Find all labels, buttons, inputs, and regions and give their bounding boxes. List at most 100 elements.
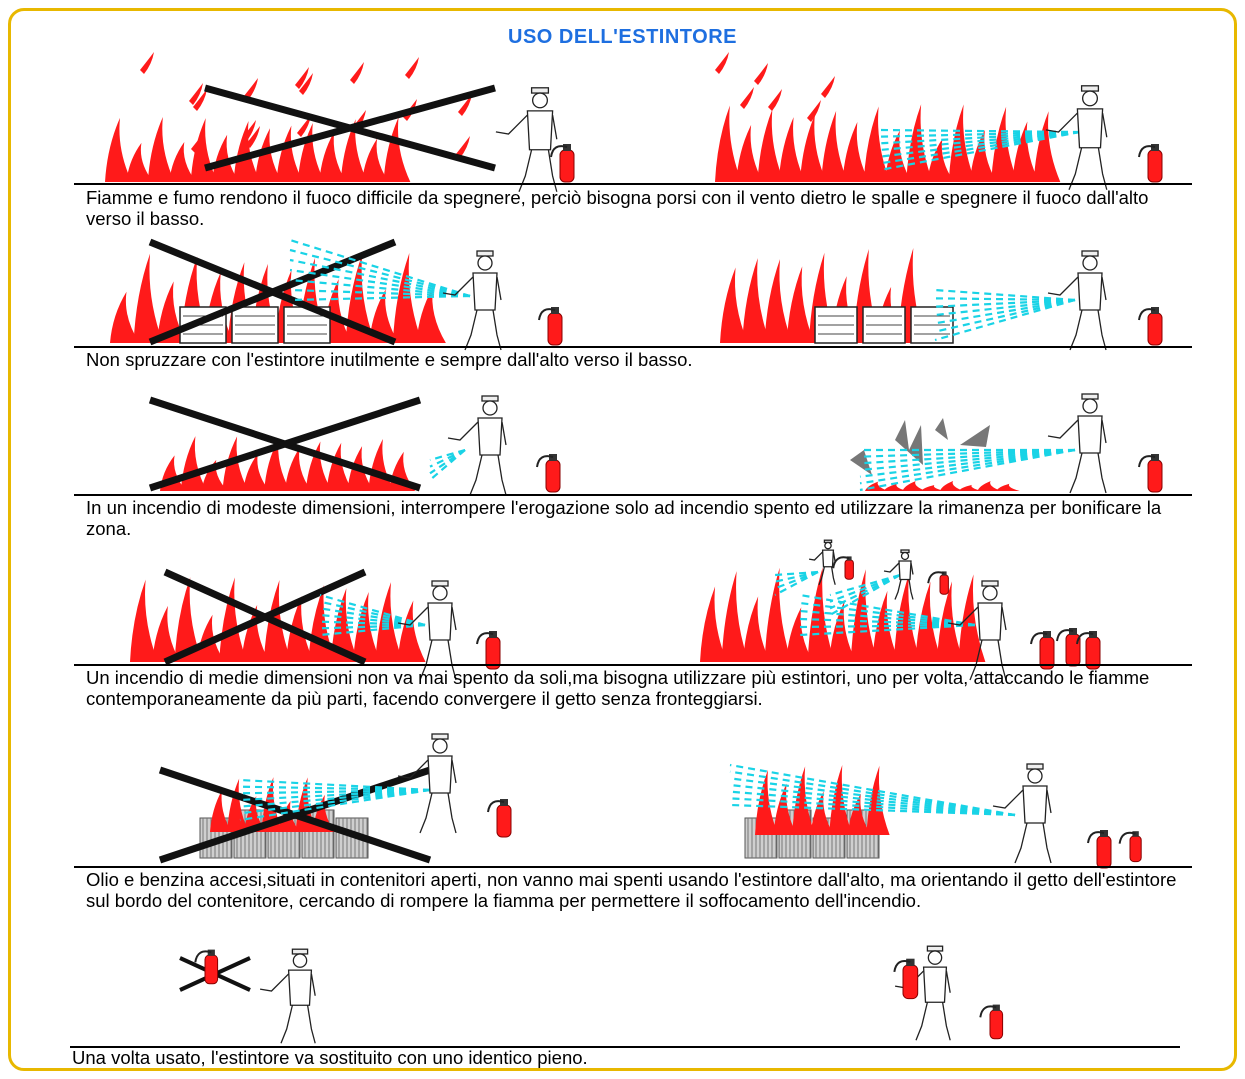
flame: [893, 574, 921, 662]
spray-line: [799, 601, 976, 627]
extinguisher-hose: [927, 571, 945, 584]
head: [1027, 768, 1043, 784]
firefighter-figure: [808, 539, 836, 585]
arm: [310, 973, 316, 996]
arm: [397, 759, 429, 779]
head: [432, 738, 448, 754]
cap: [1081, 250, 1099, 257]
extinguisher-hose: [1056, 629, 1074, 642]
extinguisher-valve: [489, 631, 497, 638]
divider-6: [70, 1046, 1180, 1048]
spray-line: [289, 238, 471, 298]
extinguisher-icon: [194, 949, 219, 985]
spray-line: [239, 788, 431, 822]
leg: [1014, 822, 1028, 864]
extinguisher-hose: [893, 959, 911, 973]
extinguisher-body: [545, 459, 561, 493]
flame: [885, 130, 912, 182]
extinguisher-valve: [846, 556, 852, 561]
extinguisher-hose: [487, 800, 505, 813]
extinguisher-hose: [550, 145, 568, 158]
flame: [721, 571, 749, 662]
extinguisher-body: [939, 574, 949, 595]
spray-line: [774, 570, 819, 590]
leg: [1069, 309, 1083, 351]
arm: [451, 759, 457, 784]
extinguisher-icon: [476, 631, 501, 670]
cross-bar: [158, 766, 432, 864]
flame-spark: [242, 120, 256, 142]
cap: [431, 733, 449, 740]
spray-line: [319, 613, 426, 627]
flame: [305, 441, 332, 491]
torso: [821, 549, 835, 568]
leg: [1097, 452, 1107, 494]
flame: [786, 266, 815, 343]
spray-jet: [829, 573, 901, 616]
extinguisher-icon: [927, 571, 949, 595]
flame: [210, 790, 232, 832]
extinguisher-icon: [832, 556, 854, 580]
head: [432, 585, 448, 601]
firefighter-figure: [894, 945, 951, 1041]
cap: [1081, 393, 1099, 400]
flame: [219, 577, 248, 662]
spray-line: [859, 448, 1076, 492]
flame: [130, 579, 158, 662]
spray-line: [319, 607, 426, 627]
flame: [174, 577, 203, 662]
extinguisher-icon: [1118, 831, 1142, 863]
flame: [243, 453, 270, 491]
arm: [1101, 112, 1108, 138]
extinguisher-body: [496, 804, 512, 838]
flame: [883, 483, 908, 491]
caption-5: Olio e benzina accesi,situati in conteni…: [86, 869, 1177, 911]
flame: [927, 138, 955, 182]
spray-jet: [799, 593, 976, 637]
spray-line: [774, 571, 819, 596]
flame: [764, 567, 792, 662]
spray-line: [239, 788, 431, 815]
extinguisher-hose: [538, 308, 556, 321]
extinguisher-icon: [979, 1004, 1004, 1040]
leg: [1097, 309, 1107, 351]
head: [532, 92, 549, 109]
flame: [227, 778, 249, 832]
flame: [180, 436, 207, 491]
extinguisher-body: [204, 954, 219, 985]
caption-4: Un incendio di medie dimensioni non va m…: [86, 667, 1150, 709]
extinguisher-icon: [1056, 628, 1081, 667]
flame: [1033, 111, 1061, 182]
flame: [757, 109, 785, 182]
extinguisher-body: [1147, 459, 1163, 493]
arm: [1001, 606, 1007, 631]
head: [982, 585, 998, 601]
head: [1082, 90, 1099, 107]
spray-line: [879, 130, 1081, 138]
flame-spark: [807, 100, 821, 122]
cross-bar: [163, 568, 367, 666]
extinguisher-valve: [1089, 631, 1097, 638]
extinguisher-icon: [1087, 830, 1112, 869]
arm: [1101, 419, 1107, 444]
spray-line: [934, 298, 1076, 317]
leg: [941, 1002, 951, 1041]
spray-line: [934, 298, 1076, 333]
flame: [715, 105, 742, 182]
flame: [736, 124, 763, 182]
cap: [981, 580, 999, 587]
extinguisher-body: [844, 559, 854, 580]
flame: [201, 459, 228, 491]
extinguisher-hose: [1138, 145, 1156, 158]
torso: [1077, 272, 1103, 311]
head: [477, 255, 493, 271]
torso: [427, 602, 453, 641]
extinguisher-body: [1096, 835, 1112, 869]
flame-spark: [821, 76, 835, 98]
leg: [915, 1002, 929, 1041]
flame: [977, 481, 1001, 491]
divider-3: [74, 494, 1192, 496]
extinguisher-valve: [1151, 454, 1159, 461]
extinguisher-hose: [1030, 632, 1048, 645]
extinguisher-valve: [1100, 830, 1108, 837]
